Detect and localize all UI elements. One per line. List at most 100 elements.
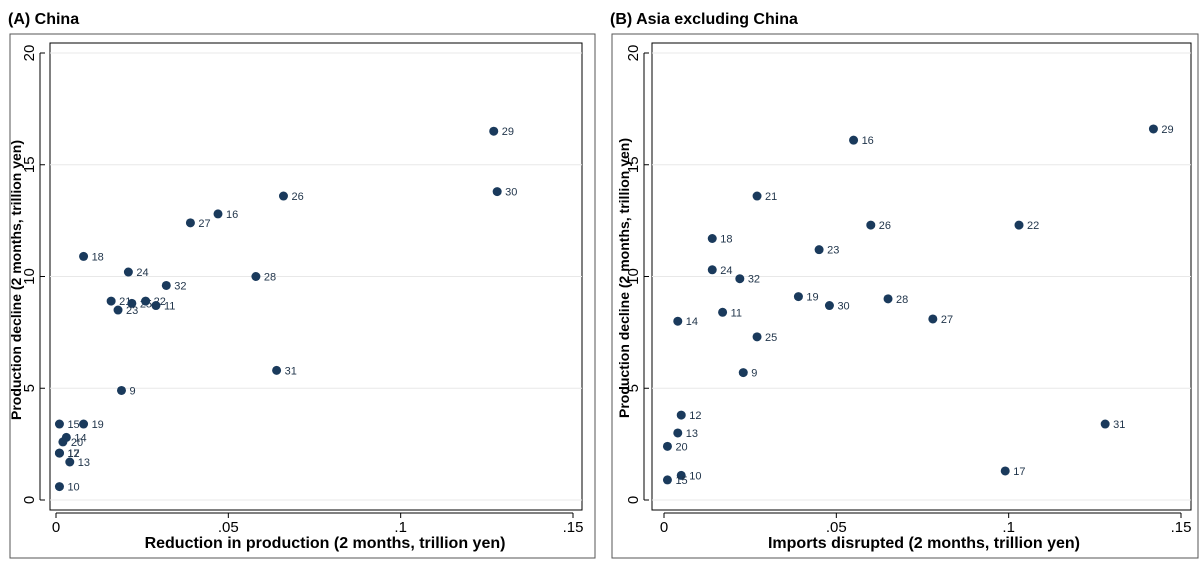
chart-title: (A) China: [8, 11, 79, 28]
point-label: 24: [720, 265, 732, 277]
data-point: [185, 218, 195, 228]
data-point: [676, 470, 686, 480]
data-point: [79, 419, 89, 429]
point-label: 12: [67, 448, 79, 460]
point-label: 17: [67, 448, 79, 460]
gridlines: [652, 52, 1191, 501]
point-label: 13: [78, 457, 90, 469]
panel-asia-excluding-china: (B) Asia excluding China 051015200.05.1.…: [610, 11, 1199, 559]
data-point: [79, 251, 89, 261]
chart-title: (B) Asia excluding China: [610, 11, 798, 28]
scatter-points: 2930261627182428322125221123319151914201…: [54, 126, 517, 494]
y-tick-label: 0: [21, 496, 38, 504]
point-label: 23: [126, 305, 138, 317]
x-tick-label: .15: [563, 519, 584, 536]
data-point: [752, 332, 762, 342]
point-label: 15: [675, 475, 687, 487]
data-point: [161, 280, 171, 290]
data-point: [793, 292, 803, 302]
point-label: 14: [74, 432, 86, 444]
data-point: [213, 209, 223, 219]
x-axis-label: Reduction in production (2 months, trill…: [145, 535, 506, 552]
data-point: [1014, 220, 1024, 230]
point-label: 24: [136, 267, 148, 279]
data-point: [707, 265, 717, 275]
point-label: 25: [765, 332, 777, 344]
point-label: 11: [164, 301, 175, 313]
point-label: 26: [291, 191, 303, 203]
point-label: 28: [264, 272, 276, 284]
data-point: [752, 191, 762, 201]
data-point: [116, 385, 126, 395]
panel-border: [9, 33, 596, 559]
point-label: 13: [686, 428, 698, 440]
scatter-points: 29 16 21 22 26 18 23 24 32 19 28 30 11 27 14 25 9 12 31 132…: [662, 124, 1174, 487]
x-tick-label: 0: [660, 519, 668, 536]
point-label: 32: [174, 280, 186, 292]
data-point: [738, 368, 748, 378]
point-label: 14: [686, 316, 698, 328]
y-axis-label: Production decline (2 months, trillion y…: [616, 138, 632, 418]
data-point: [489, 126, 499, 136]
data-point: [106, 296, 116, 306]
data-point: [54, 448, 64, 458]
y-tick-label: 0: [625, 496, 642, 504]
point-label: 9: [129, 385, 135, 397]
x-tick-label: .1: [1002, 519, 1015, 536]
data-point: [127, 298, 137, 308]
data-point: [928, 314, 938, 324]
point-label: 10: [67, 482, 79, 494]
point-label: 29: [502, 126, 514, 138]
panel-border: [611, 33, 1199, 559]
data-point: [54, 482, 64, 492]
point-label: 19: [806, 292, 818, 304]
data-point: [824, 301, 834, 311]
y-tick-label: 10: [21, 268, 38, 285]
data-point: [65, 457, 75, 467]
point-label: 20: [71, 437, 83, 449]
y-tick-label: 5: [21, 384, 38, 392]
data-point: [1100, 419, 1110, 429]
data-point: [1000, 466, 1010, 476]
data-point: [662, 441, 672, 451]
data-point: [151, 301, 161, 311]
data-point: [673, 316, 683, 326]
panel-china: (A) China 0 5 10 15 20 0 .05 .1 .15 29 30 26 16 27 18…: [8, 11, 596, 559]
point-label: 21: [765, 191, 777, 203]
data-point: [58, 437, 68, 447]
x-tick-label: .05: [826, 519, 847, 536]
point-label: 28: [896, 294, 908, 306]
point-label: 16: [862, 135, 874, 147]
gridlines: [50, 52, 582, 501]
point-label: 11: [731, 307, 742, 319]
point-label: 26: [879, 220, 891, 232]
data-point: [814, 245, 824, 255]
data-point: [141, 296, 151, 306]
point-label: 18: [720, 234, 732, 246]
y-tick-label: 20: [21, 45, 38, 62]
point-label: 27: [941, 314, 953, 326]
data-point: [278, 191, 288, 201]
point-label: 29: [1161, 124, 1173, 136]
y-tick-label: 15: [625, 156, 642, 173]
data-point: [676, 410, 686, 420]
data-point: [113, 305, 123, 315]
data-point: [54, 419, 64, 429]
data-point: [492, 187, 502, 197]
y-axis-label: Production decline (2 months, trillion y…: [8, 140, 24, 420]
point-label: 27: [198, 218, 210, 230]
data-point: [1148, 124, 1158, 134]
point-label: 30: [837, 301, 849, 313]
x-tick-label: .15: [1171, 519, 1192, 536]
point-label: 22: [1027, 220, 1039, 232]
data-point: [662, 475, 672, 485]
x-tick-label: .05: [218, 519, 239, 536]
x-tick-label: .1: [394, 519, 407, 536]
data-point: [123, 267, 133, 277]
point-label: 12: [689, 410, 701, 422]
point-label: 23: [827, 245, 839, 257]
